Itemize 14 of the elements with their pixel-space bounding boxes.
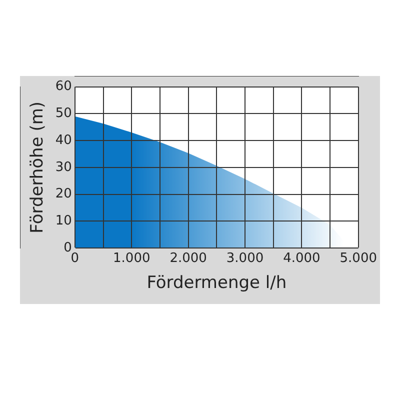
y-tick-label: 60 (55, 79, 72, 94)
x-axis-title: Fördermenge l/h (146, 273, 287, 294)
x-tick-label: 4.000 (283, 251, 320, 266)
x-tick-label: 3.000 (226, 251, 264, 266)
y-tick-label: 10 (55, 214, 72, 229)
x-tick-label: 1.000 (113, 251, 150, 266)
y-tick-label: 20 (55, 186, 72, 202)
y-tick-label: 40 (55, 132, 72, 148)
y-tick-label: 30 (55, 160, 72, 175)
y-tick-label: 0 (64, 240, 72, 256)
y-axis-title: Förderhöhe (m) (28, 101, 48, 234)
x-tick-label: 5.000 (340, 251, 377, 266)
y-tick-label: 50 (55, 106, 72, 122)
x-tick-label: 2.000 (170, 251, 207, 266)
